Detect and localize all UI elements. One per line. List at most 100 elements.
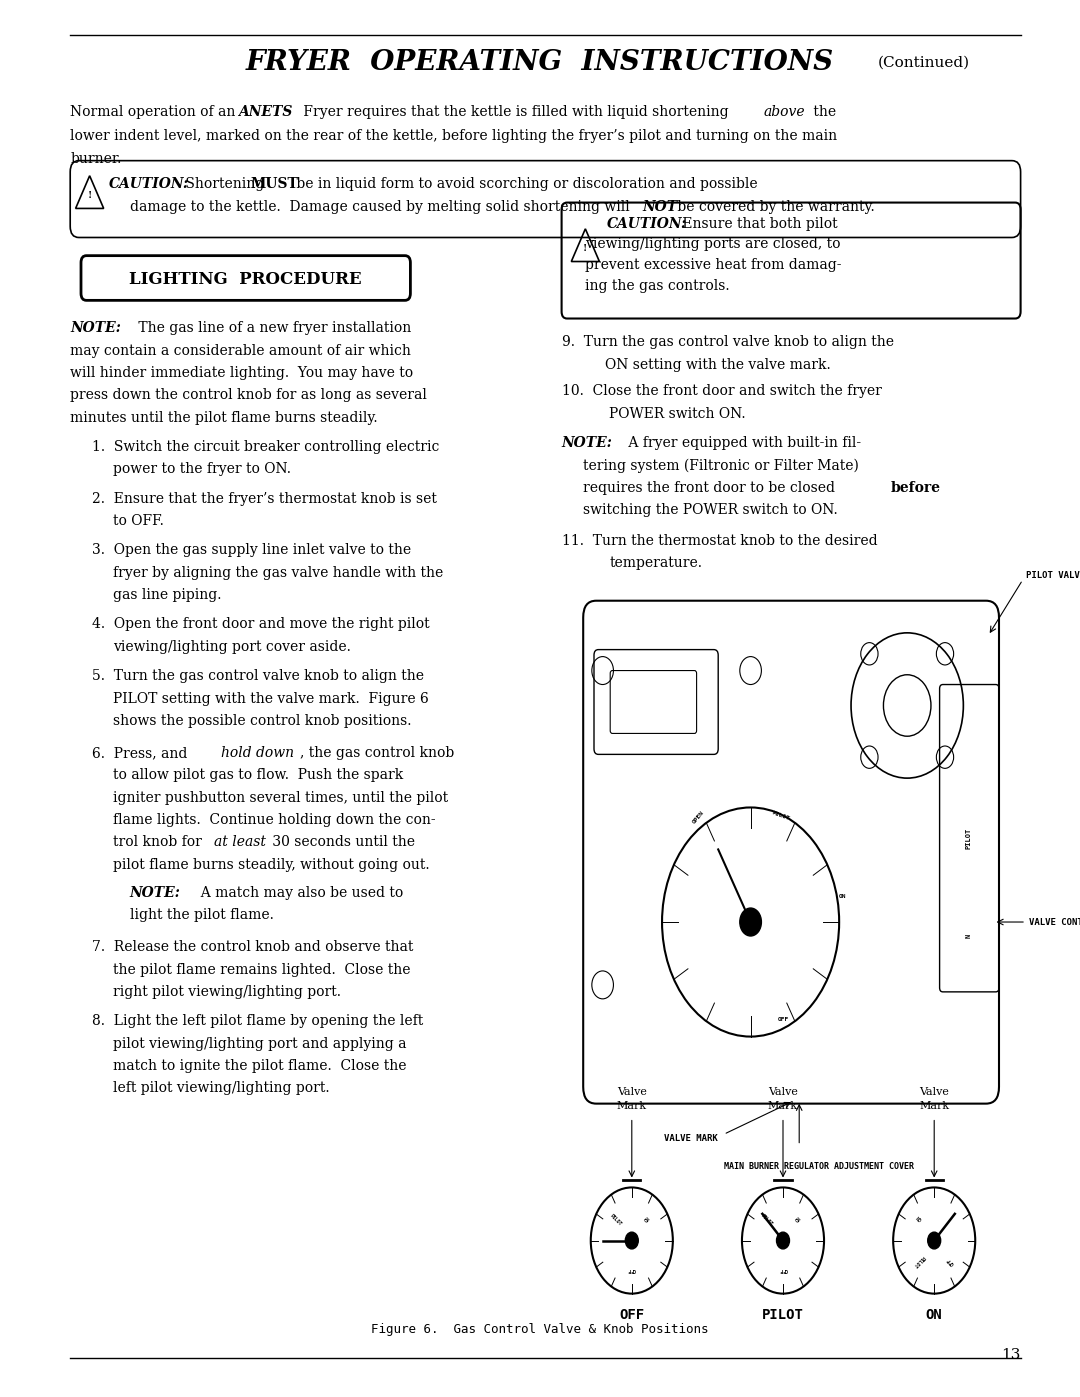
Text: 30 seconds until the: 30 seconds until the — [268, 835, 415, 849]
Text: right pilot viewing/lighting port.: right pilot viewing/lighting port. — [113, 985, 341, 999]
Text: be in liquid form to avoid scorching or discoloration and possible: be in liquid form to avoid scorching or … — [292, 177, 757, 191]
Text: 5.  Turn the gas control valve knob to align the: 5. Turn the gas control valve knob to al… — [92, 669, 423, 683]
Text: LIGHTING  PROCEDURE: LIGHTING PROCEDURE — [130, 271, 362, 288]
Circle shape — [928, 1232, 941, 1249]
Text: switching the POWER switch to ON.: switching the POWER switch to ON. — [583, 503, 838, 517]
Text: to allow pilot gas to flow.  Push the spark: to allow pilot gas to flow. Push the spa… — [113, 768, 404, 782]
Text: the: the — [809, 105, 836, 119]
Text: PILOT setting with the valve mark.  Figure 6: PILOT setting with the valve mark. Figur… — [113, 692, 429, 705]
Text: NOTE:: NOTE: — [70, 321, 121, 335]
Text: hold down: hold down — [221, 746, 295, 760]
Text: CAUTION:: CAUTION: — [607, 217, 687, 231]
Text: OFF: OFF — [619, 1308, 645, 1322]
Text: Valve: Valve — [768, 1087, 798, 1097]
Text: 6.  Press, and: 6. Press, and — [92, 746, 191, 760]
Text: NOTE:: NOTE: — [130, 886, 180, 900]
Text: ON setting with the valve mark.: ON setting with the valve mark. — [605, 358, 831, 372]
Text: at least: at least — [214, 835, 266, 849]
Text: above: above — [764, 105, 806, 119]
Text: PILOT: PILOT — [966, 827, 972, 849]
Text: Figure 6.  Gas Control Valve & Knob Positions: Figure 6. Gas Control Valve & Knob Posit… — [372, 1323, 708, 1336]
Text: trol knob for: trol knob for — [113, 835, 206, 849]
Text: NOTE:: NOTE: — [562, 436, 612, 450]
Text: NO: NO — [915, 1215, 922, 1224]
Text: MUST: MUST — [251, 177, 298, 191]
Text: 13: 13 — [1001, 1348, 1021, 1362]
Text: CAUTION:: CAUTION: — [109, 177, 189, 191]
Text: PILOT: PILOT — [771, 810, 791, 821]
Text: before: before — [891, 481, 941, 495]
Text: burner.: burner. — [70, 152, 122, 166]
Text: A fryer equipped with built-in fil-: A fryer equipped with built-in fil- — [624, 436, 862, 450]
Circle shape — [625, 1232, 638, 1249]
Text: 10.  Close the front door and switch the fryer: 10. Close the front door and switch the … — [562, 384, 881, 398]
Text: fryer by aligning the gas valve handle with the: fryer by aligning the gas valve handle w… — [113, 566, 444, 580]
Text: shows the possible control knob positions.: shows the possible control knob position… — [113, 714, 411, 728]
Text: flame lights.  Continue holding down the con-: flame lights. Continue holding down the … — [113, 813, 436, 827]
Text: requires the front door to be closed: requires the front door to be closed — [583, 481, 839, 495]
Text: POWER switch ON.: POWER switch ON. — [609, 407, 746, 420]
Text: Valve: Valve — [617, 1087, 647, 1097]
Text: ANETS: ANETS — [238, 105, 292, 119]
Text: OFF: OFF — [945, 1256, 955, 1266]
Text: PILOT: PILOT — [912, 1255, 924, 1268]
Text: OPEN: OPEN — [692, 809, 705, 824]
Text: !: ! — [87, 191, 92, 200]
Circle shape — [740, 908, 761, 936]
Text: Mark: Mark — [919, 1101, 949, 1111]
Text: viewing/lighting port cover aside.: viewing/lighting port cover aside. — [113, 640, 351, 654]
Text: minutes until the pilot flame burns steadily.: minutes until the pilot flame burns stea… — [70, 411, 378, 425]
Text: to OFF.: to OFF. — [113, 514, 164, 528]
Text: PILOT VALVE ADJUSTMENT COVER: PILOT VALVE ADJUSTMENT COVER — [1026, 571, 1080, 580]
Text: 2.  Ensure that the fryer’s thermostat knob is set: 2. Ensure that the fryer’s thermostat kn… — [92, 492, 436, 506]
Text: igniter pushbutton several times, until the pilot: igniter pushbutton several times, until … — [113, 791, 448, 805]
Text: left pilot viewing/lighting port.: left pilot viewing/lighting port. — [113, 1081, 330, 1095]
Text: , the gas control knob: , the gas control knob — [300, 746, 455, 760]
Text: prevent excessive heat from damag-: prevent excessive heat from damag- — [585, 258, 842, 272]
Text: be covered by the warranty.: be covered by the warranty. — [673, 200, 875, 214]
Text: gas line piping.: gas line piping. — [113, 588, 221, 602]
Text: PILOT: PILOT — [762, 1308, 804, 1322]
Text: lower indent level, marked on the rear of the kettle, before lighting the fryer’: lower indent level, marked on the rear o… — [70, 129, 837, 142]
Text: ON: ON — [839, 894, 847, 900]
Text: Fryer requires that the kettle is filled with liquid shortening: Fryer requires that the kettle is filled… — [299, 105, 733, 119]
Text: Mark: Mark — [768, 1101, 798, 1111]
Text: 7.  Release the control knob and observe that: 7. Release the control knob and observe … — [92, 940, 414, 954]
Text: Normal operation of an: Normal operation of an — [70, 105, 240, 119]
Text: Shortening: Shortening — [181, 177, 269, 191]
Text: temperature.: temperature. — [609, 556, 702, 570]
Text: viewing/lighting ports are closed, to: viewing/lighting ports are closed, to — [585, 237, 841, 251]
Text: N: N — [966, 933, 972, 939]
Text: 3.  Open the gas supply line inlet valve to the: 3. Open the gas supply line inlet valve … — [92, 543, 410, 557]
Text: !: ! — [583, 244, 588, 253]
Text: OFF: OFF — [778, 1017, 788, 1023]
Text: press down the control knob for as long as several: press down the control knob for as long … — [70, 388, 427, 402]
Text: VALVE MARK: VALVE MARK — [664, 1134, 718, 1143]
Text: pilot flame burns steadily, without going out.: pilot flame burns steadily, without goin… — [113, 858, 430, 872]
Text: 1.  Switch the circuit breaker controlling electric: 1. Switch the circuit breaker controllin… — [92, 440, 440, 454]
Text: the pilot flame remains lighted.  Close the: the pilot flame remains lighted. Close t… — [113, 963, 410, 977]
Text: damage to the kettle.  Damage caused by melting solid shortening will: damage to the kettle. Damage caused by m… — [130, 200, 634, 214]
Text: 4.  Open the front door and move the right pilot: 4. Open the front door and move the righ… — [92, 617, 430, 631]
Text: PILOT: PILOT — [609, 1213, 622, 1227]
Text: power to the fryer to ON.: power to the fryer to ON. — [113, 462, 292, 476]
Text: OFF: OFF — [627, 1267, 636, 1273]
Text: 9.  Turn the gas control valve knob to align the: 9. Turn the gas control valve knob to al… — [562, 335, 893, 349]
Text: ON: ON — [795, 1215, 802, 1224]
Text: ON: ON — [644, 1215, 651, 1224]
Text: Valve: Valve — [919, 1087, 949, 1097]
Text: light the pilot flame.: light the pilot flame. — [130, 908, 273, 922]
Text: OFF: OFF — [779, 1267, 787, 1273]
Text: 11.  Turn the thermostat knob to the desired: 11. Turn the thermostat knob to the desi… — [562, 534, 877, 548]
Text: MAIN BURNER REGULATOR ADJUSTMENT COVER: MAIN BURNER REGULATOR ADJUSTMENT COVER — [724, 1162, 914, 1171]
Text: The gas line of a new fryer installation: The gas line of a new fryer installation — [134, 321, 411, 335]
Text: will hinder immediate lighting.  You may have to: will hinder immediate lighting. You may … — [70, 366, 414, 380]
Text: PILOT: PILOT — [760, 1213, 773, 1227]
Text: FRYER  OPERATING  INSTRUCTIONS: FRYER OPERATING INSTRUCTIONS — [246, 49, 834, 77]
Circle shape — [777, 1232, 789, 1249]
Text: 8.  Light the left pilot flame by opening the left: 8. Light the left pilot flame by opening… — [92, 1014, 423, 1028]
Text: pilot viewing/lighting port and applying a: pilot viewing/lighting port and applying… — [113, 1037, 407, 1051]
Text: tering system (Filtronic or Filter Mate): tering system (Filtronic or Filter Mate) — [583, 458, 859, 472]
Text: (Continued): (Continued) — [877, 56, 970, 70]
Text: ON: ON — [926, 1308, 943, 1322]
